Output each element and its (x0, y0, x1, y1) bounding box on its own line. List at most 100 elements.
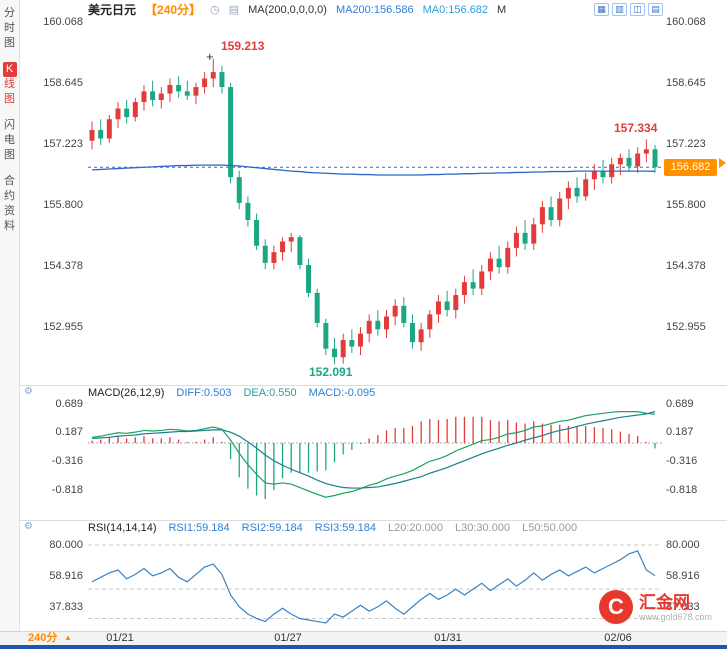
axis-label: 58.916 (666, 569, 700, 582)
candle-body (280, 241, 286, 253)
macd-settings-icon[interactable]: ⚙ (24, 386, 33, 397)
axis-label: 155.800 (666, 199, 706, 211)
dea-value: DEA:0.550 (243, 387, 297, 399)
dea-line (91, 411, 656, 489)
candle-body (479, 271, 485, 289)
candle-body (219, 72, 225, 88)
candle-body (401, 305, 407, 323)
sidebar-item-char: 图 (4, 37, 15, 49)
candle-body (600, 170, 606, 178)
swing-low-label: 152.091 (309, 365, 353, 379)
candle-body (358, 333, 364, 347)
axis-label: 152.955 (43, 321, 83, 333)
recent-high-label: 157.334 (614, 121, 658, 135)
sidebar-item-char: 合 (4, 175, 15, 187)
candle-body (574, 187, 580, 197)
layout-grid-icon[interactable]: ▥ (612, 3, 627, 16)
candle-body (115, 108, 121, 120)
main-candlestick-chart[interactable] (88, 18, 662, 385)
chart-header: 美元日元 【240分】 ◷ ▤ MA(200,0,0,0,0) MA200:15… (88, 2, 506, 17)
rsi-indicator-chart[interactable] (88, 536, 662, 628)
candle-body (349, 340, 355, 347)
ma-settings-label[interactable]: MA(200,0,0,0,0) (248, 3, 327, 16)
axis-label: 80.000 (666, 539, 700, 551)
candle-body (565, 187, 571, 199)
candle-body (548, 207, 554, 221)
candle-body (591, 170, 597, 180)
macd-title[interactable]: MACD(26,12,9) (88, 387, 165, 399)
axis-label: 157.223 (43, 137, 83, 150)
macd-indicator-chart[interactable] (88, 400, 662, 516)
sidebar-item-char: 线 (4, 78, 15, 90)
rsi-header: RSI(14,14,14) RSI1:59.184 RSI2:59.184 RS… (88, 522, 577, 534)
candle-body (643, 149, 649, 154)
candle-body (340, 340, 346, 358)
sidebar-item-char: 料 (4, 220, 15, 232)
swing-high-cross-marker: + (206, 49, 214, 64)
candle-body (288, 237, 294, 242)
candle-body (444, 301, 450, 311)
logo-site-url: www.gold678.com (639, 611, 713, 622)
rsi-title[interactable]: RSI(14,14,14) (88, 522, 157, 534)
l30-value: L30:30.000 (455, 522, 511, 534)
axis-label: 155.800 (43, 199, 83, 211)
layout-split-icon[interactable]: ◫ (630, 3, 645, 16)
sidebar-item-3[interactable]: 闪电图 (0, 112, 19, 168)
sidebar-item-char: 图 (4, 149, 15, 161)
macd-value: MACD:-0.095 (308, 387, 376, 399)
axis-label: 158.645 (666, 77, 706, 90)
candle-body (314, 292, 320, 323)
ma200-value: MA200:156.586 (335, 3, 414, 16)
layout-rows-icon[interactable]: ▤ (648, 3, 663, 16)
candle-body (505, 247, 511, 268)
indicator-icon[interactable]: ▤ (228, 4, 240, 16)
axis-label: -0.316 (666, 455, 698, 468)
candle-body (375, 320, 381, 330)
axis-label: 80.000 (49, 539, 83, 551)
candle-body (635, 153, 641, 167)
candle-body (522, 232, 528, 244)
axis-label: 0.689 (666, 397, 694, 410)
logo-coin-icon: C (599, 590, 633, 624)
candle-body (366, 320, 372, 334)
sidebar-item-4[interactable]: 合约资料 (0, 168, 19, 239)
timeframe-badge[interactable]: 【240分】 (145, 3, 202, 17)
candle-body (176, 84, 182, 92)
layout-single-icon[interactable]: ▦ (594, 3, 609, 16)
candle-body (106, 119, 112, 139)
date-tick-label: 01/31 (434, 632, 462, 644)
candle-body (470, 282, 476, 289)
axis-label: 152.955 (666, 321, 706, 333)
extra-label: M (497, 3, 507, 16)
macd-header: MACD(26,12,9) DIFF:0.503 DEA:0.550 MACD:… (88, 387, 375, 399)
axis-label: -0.818 (666, 483, 698, 496)
clock-icon[interactable]: ◷ (210, 4, 220, 16)
sidebar-item-char: 时 (4, 22, 15, 34)
sidebar-item-char: 约 (4, 190, 15, 202)
latest-price-arrow-icon[interactable] (719, 158, 726, 168)
axis-label: -0.818 (51, 483, 83, 496)
site-logo: C 汇金网 www.gold678.com (599, 590, 712, 624)
axis-label: 160.068 (666, 16, 706, 28)
sidebar-item-1[interactable]: 分时图 (0, 0, 19, 56)
candle-body (150, 91, 156, 100)
sidebar-item-char: K (2, 62, 17, 77)
l20-value: L20:20.000 (387, 522, 444, 534)
candle-body (271, 252, 277, 263)
bottom-blue-strip (0, 645, 727, 649)
candle-body (210, 72, 216, 79)
date-tick-label: 02/06 (604, 632, 632, 644)
ma200-line (91, 164, 656, 176)
bottom-timeframe-label[interactable]: 240分 (28, 632, 58, 644)
candle-body (236, 177, 242, 203)
axis-label: 154.378 (666, 259, 706, 272)
candle-body (487, 258, 493, 272)
timeframe-collapse-icon[interactable]: ▲ (64, 633, 72, 642)
candle-body (539, 207, 545, 225)
rsi-settings-icon[interactable]: ⚙ (24, 521, 33, 532)
axis-label: 0.187 (55, 426, 83, 439)
axis-label: -0.316 (51, 455, 83, 468)
rsi3-value: RSI3:59.184 (314, 522, 376, 534)
